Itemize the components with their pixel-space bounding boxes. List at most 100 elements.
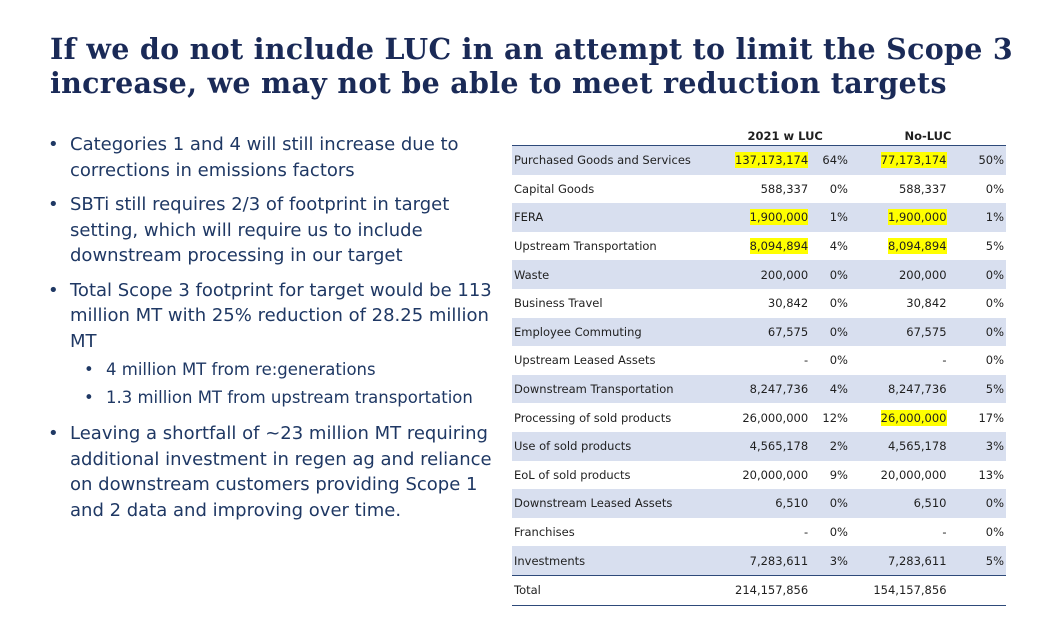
slide-title-line-1: If we do not include LUC in an attempt t…	[50, 32, 1014, 66]
value-w-luc: 7,283,611	[720, 546, 811, 576]
table-row: Business Travel 30,842 0% 30,842 0%	[512, 289, 1006, 318]
table-row: Use of sold products 4,565,178 2% 4,565,…	[512, 431, 1006, 461]
bullet-item: Categories 1 and 4 will still increase d…	[48, 132, 503, 183]
table-row: Downstream Transportation 8,247,736 4% 8…	[512, 374, 1006, 404]
pct-w-luc: 9%	[829, 467, 848, 482]
header-category	[512, 127, 721, 146]
highlighted-value: 137,173,174	[735, 152, 809, 169]
bullet-text: SBTi still requires 2/3 of footprint in …	[70, 194, 450, 266]
header-no-luc: No-LUC	[849, 127, 1006, 146]
value-w-luc: 8,094,894	[720, 232, 810, 261]
value-w-luc: 137,173,174	[720, 145, 811, 175]
category-name: Purchased Goods and Services	[512, 145, 721, 175]
value-w-luc: 1,900,000	[720, 203, 811, 232]
value-w-luc: 200,000	[720, 260, 811, 289]
pct-w-luc: 0%	[810, 489, 850, 518]
pct-no-luc: 50%	[948, 145, 1006, 175]
value-w-luc: 6,510	[720, 489, 811, 518]
table-row: Downstream Leased Assets 6,510 0% 6,510 …	[512, 489, 1006, 518]
pct-no-luc: 0%	[948, 317, 1006, 347]
value-no-luc: 30,842	[906, 296, 947, 311]
category-name: Upstream Transportation	[514, 239, 657, 254]
category-name: Waste	[512, 260, 721, 289]
highlighted-value: 8,094,894	[887, 238, 947, 255]
pct-no-luc: 5%	[948, 374, 1006, 404]
pct-no-luc: 0%	[985, 296, 1004, 311]
highlighted-value: 1,900,000	[887, 209, 947, 226]
value-no-luc: 8,247,736	[849, 374, 949, 404]
table-row: Employee Commuting 67,575 0% 67,575 0%	[512, 317, 1006, 347]
sub-bullet-item: 4 million MT from re:generations	[84, 356, 503, 384]
table-row: Upstream Transportation 8,094,894 4% 8,0…	[512, 232, 1006, 261]
category-name: Employee Commuting	[512, 317, 721, 347]
value-w-luc: 588,337	[760, 181, 809, 196]
pct-no-luc: 5%	[948, 546, 1006, 576]
value-no-luc: -	[942, 353, 947, 368]
bullet-text: Total Scope 3 footprint for target would…	[70, 279, 492, 352]
table-row: FERA 1,900,000 1% 1,900,000 1%	[512, 203, 1006, 232]
category-name: Business Travel	[514, 296, 603, 311]
value-no-luc: 7,283,611	[849, 546, 949, 576]
table-row: EoL of sold products 20,000,000 9% 20,00…	[512, 461, 1006, 490]
pct-no-luc: 5%	[985, 239, 1004, 254]
pct-no-luc: 13%	[978, 467, 1004, 482]
value-no-luc: 200,000	[849, 260, 949, 289]
table-header-row: 2021 w LUC No-LUC	[512, 127, 1006, 146]
category-name: Processing of sold products	[514, 410, 672, 425]
value-no-luc: 1,900,000	[849, 203, 949, 232]
table-row: Processing of sold products 26,000,000 1…	[512, 403, 1006, 432]
bullet-item: Leaving a shortfall of ~23 million MT re…	[48, 421, 503, 523]
value-no-luc: 8,094,894	[850, 232, 949, 261]
table-row: Waste 200,000 0% 200,000 0%	[512, 260, 1006, 289]
highlighted-value: 1,900,000	[749, 209, 809, 226]
table-row: Investments 7,283,611 3% 7,283,611 5%	[512, 546, 1006, 576]
value-w-luc: -	[804, 525, 809, 540]
value-w-luc: -	[804, 353, 809, 368]
value-w-luc: 20,000,000	[742, 467, 809, 482]
value-no-luc: 6,510	[849, 489, 949, 518]
bullet-item: Total Scope 3 footprint for target would…	[48, 278, 503, 413]
bullet-text: Categories 1 and 4 will still increase d…	[70, 134, 459, 181]
pct-w-luc: 0%	[829, 296, 848, 311]
value-w-luc: 30,842	[767, 296, 809, 311]
pct-no-luc: 1%	[948, 203, 1006, 232]
pct-no-luc: 0%	[985, 353, 1004, 368]
category-name: FERA	[512, 203, 721, 232]
slide-title: If we do not include LUC in an attempt t…	[50, 32, 1040, 100]
pct-no-luc: 3%	[948, 431, 1006, 461]
table-total-row: Total 214,157,856 154,157,856	[512, 574, 1006, 606]
category-name: Capital Goods	[514, 181, 595, 196]
pct-w-luc: 0%	[810, 317, 850, 347]
category-name: Downstream Leased Assets	[512, 489, 721, 518]
table-row: Capital Goods 588,337 0% 588,337 0%	[512, 175, 1006, 204]
table-row: Franchises - 0% - 0%	[512, 518, 1006, 547]
pct-w-luc: 64%	[810, 145, 850, 175]
pct-w-luc: 0%	[829, 353, 848, 368]
sub-bullet-item: 1.3 million MT from upstream transportat…	[84, 384, 503, 412]
bullet-item: SBTi still requires 2/3 of footprint in …	[48, 192, 503, 269]
category-name: Investments	[512, 546, 721, 576]
category-name: Use of sold products	[512, 431, 721, 461]
pct-w-luc: 0%	[829, 181, 848, 196]
pct-w-luc: 0%	[829, 525, 848, 540]
pct-no-luc: 17%	[978, 410, 1004, 425]
value-w-luc: 4,565,178	[720, 431, 811, 461]
table-row: Upstream Leased Assets - 0% - 0%	[512, 346, 1006, 375]
pct-w-luc: 3%	[810, 546, 850, 576]
pct-w-luc: 0%	[810, 260, 850, 289]
header-2021-w-luc: 2021 w LUC	[720, 127, 850, 146]
pct-no-luc: 0%	[985, 525, 1004, 540]
value-no-luc: 67,575	[849, 317, 949, 347]
pct-w-luc: 2%	[810, 431, 850, 461]
pct-no-luc: 0%	[985, 181, 1004, 196]
total-label: Total	[512, 574, 721, 606]
value-w-luc: 26,000,000	[742, 410, 809, 425]
highlighted-value: 8,094,894	[749, 238, 809, 255]
pct-no-luc: 0%	[948, 489, 1006, 518]
value-no-luc: 77,173,174	[849, 145, 949, 175]
value-no-luc: 20,000,000	[880, 467, 947, 482]
total-no-luc: 154,157,856	[849, 574, 949, 606]
total-w-luc: 214,157,856	[720, 574, 811, 606]
value-w-luc: 67,575	[720, 317, 811, 347]
highlighted-value: 26,000,000	[880, 409, 947, 426]
